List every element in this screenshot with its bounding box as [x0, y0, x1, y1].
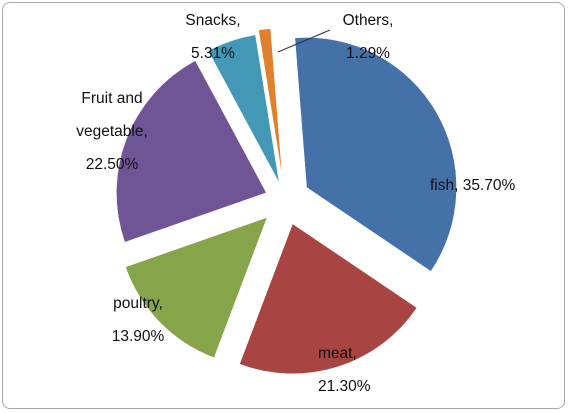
pie-slice-snacks	[207, 34, 280, 184]
pie-slice-others	[258, 28, 283, 179]
pie-slice-poultry	[125, 217, 268, 359]
pie-slice-fruit-and-vegetable	[116, 60, 267, 243]
data-label-meat: meat, 21.30%	[318, 345, 371, 395]
data-label-fish: fish, 35.70%	[430, 177, 516, 194]
pie-slice-meat	[239, 223, 418, 375]
pie-slice-fish	[294, 37, 457, 272]
data-label-poultry: poultry, 13.90%	[112, 295, 165, 345]
data-label-fruit-and-vegetable: Fruit and vegetable, 22.50%	[76, 90, 148, 173]
leader-line-others	[277, 29, 331, 53]
data-label-others: Others, 1.29%	[343, 12, 394, 62]
data-label-snacks: Snacks, 5.31%	[185, 12, 240, 62]
